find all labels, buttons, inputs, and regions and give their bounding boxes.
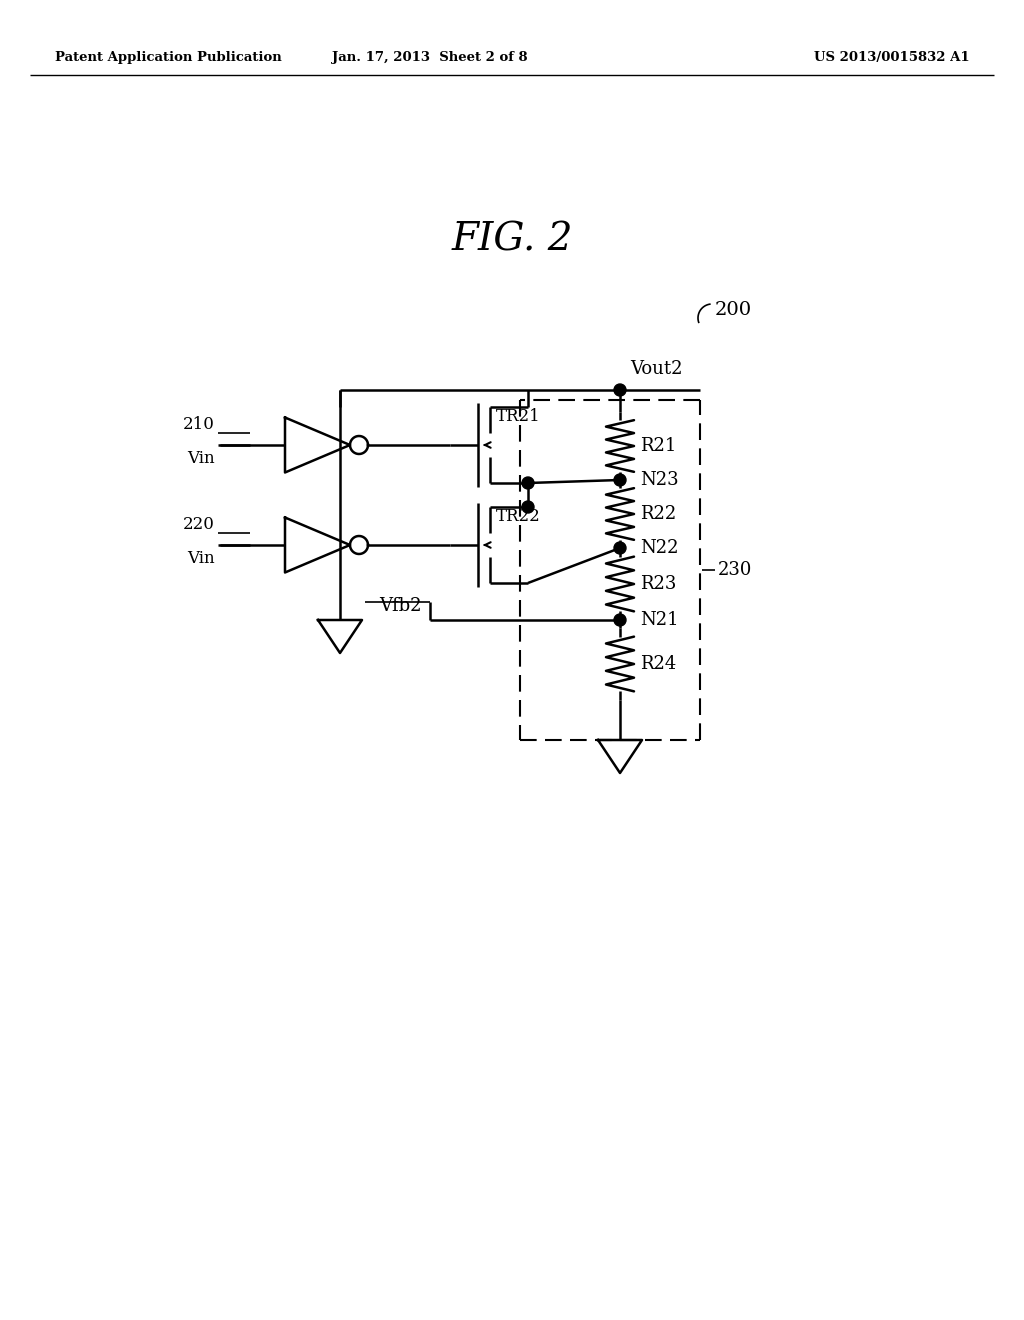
Text: R23: R23 (640, 576, 677, 593)
Text: R24: R24 (640, 655, 676, 673)
Text: N21: N21 (640, 611, 679, 630)
Text: 220: 220 (183, 516, 215, 533)
Circle shape (522, 477, 534, 488)
Text: Vfb2: Vfb2 (380, 597, 422, 615)
Text: 230: 230 (718, 561, 753, 579)
Text: R21: R21 (640, 437, 677, 455)
Text: N22: N22 (640, 539, 679, 557)
Circle shape (614, 614, 626, 626)
Text: FIG. 2: FIG. 2 (452, 222, 572, 259)
Text: Vin: Vin (187, 550, 215, 568)
Circle shape (522, 502, 534, 513)
Circle shape (614, 474, 626, 486)
Text: Vin: Vin (187, 450, 215, 467)
Text: R22: R22 (640, 506, 676, 523)
Text: US 2013/0015832 A1: US 2013/0015832 A1 (814, 51, 970, 65)
Text: TR22: TR22 (496, 508, 541, 525)
Text: Jan. 17, 2013  Sheet 2 of 8: Jan. 17, 2013 Sheet 2 of 8 (332, 51, 527, 65)
Text: 210: 210 (183, 416, 215, 433)
Text: Vout2: Vout2 (630, 360, 683, 378)
Circle shape (614, 543, 626, 554)
Text: Patent Application Publication: Patent Application Publication (55, 51, 282, 65)
Text: N23: N23 (640, 471, 679, 488)
Text: TR21: TR21 (496, 408, 541, 425)
Text: 200: 200 (715, 301, 752, 319)
Circle shape (614, 384, 626, 396)
